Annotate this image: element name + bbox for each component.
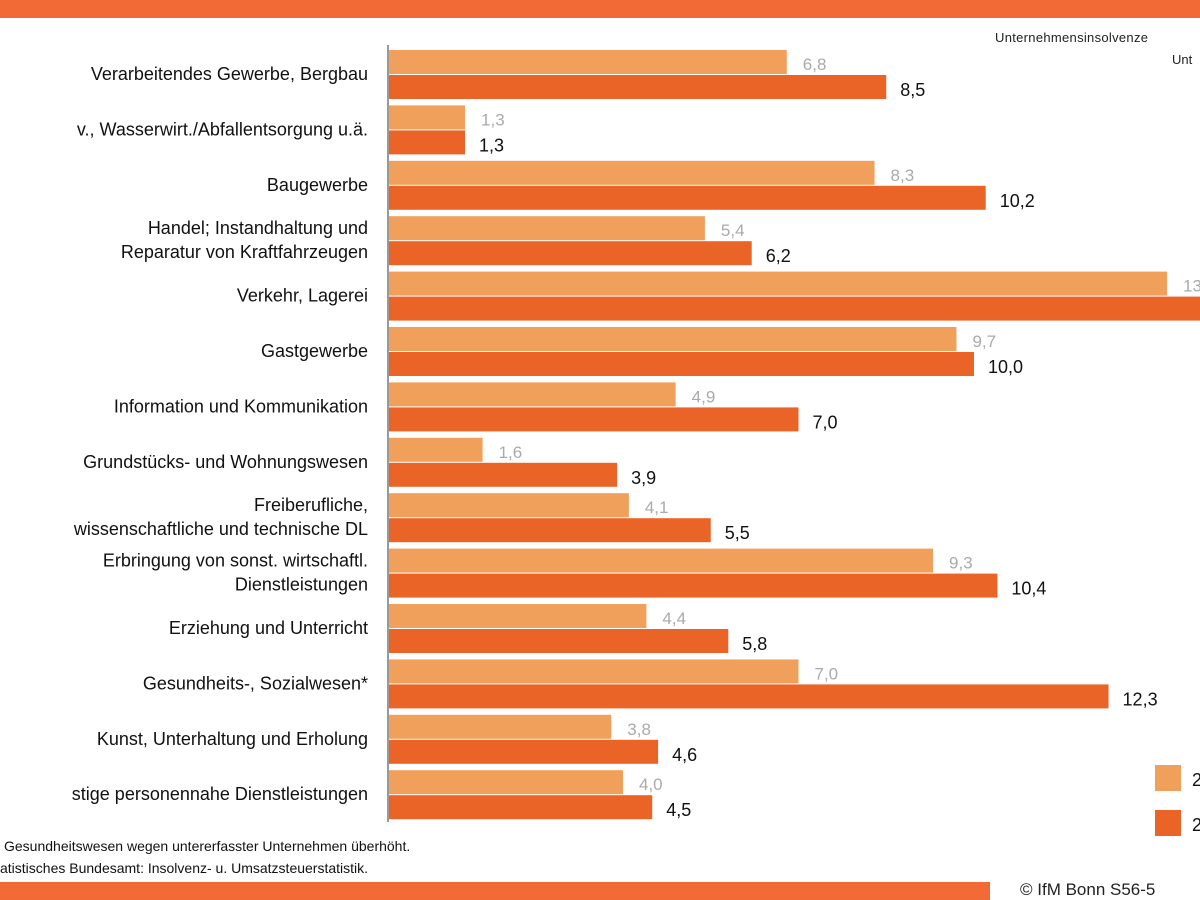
data-label: 1,3 [481,110,505,129]
bar-series-1 [389,437,483,462]
data-label: 9,3 [949,554,973,573]
data-label: 5,5 [725,523,750,543]
category-label: Gesundheits-, Sozialwesen* [143,673,368,693]
bar-series-1 [389,271,1168,296]
data-label: 3,9 [631,468,656,488]
data-label: 4,4 [662,609,686,628]
bar-series-1 [389,714,612,739]
bar-series-1 [389,604,647,628]
bar-series-2 [389,795,653,820]
bar-series-2 [389,573,998,598]
top-accent-bar [0,0,1200,18]
data-label: 7,0 [815,664,839,683]
data-label: 6,2 [766,246,791,266]
bar-series-2 [389,130,466,155]
data-label: 5,4 [721,221,745,240]
bar-series-1 [389,216,705,241]
category-label: Baugewerbe [267,175,368,195]
category-label: v., Wasserwirt./Abfallentsorgung u.ä. [77,119,368,139]
data-label: 4,9 [692,387,716,406]
data-label: 4,0 [639,775,663,794]
data-label: 12,3 [1123,689,1158,709]
bar-series-2 [389,684,1109,709]
copyright: © IfM Bonn S56-5 [1020,880,1156,899]
source-note: atistisches Bundesamt: Insolvenz- u. Ums… [0,860,369,876]
data-label: 8,3 [891,166,915,185]
category-label: stige personennahe Dienstleistungen [72,784,368,804]
data-label: 3,8 [627,720,651,739]
legend-label: 2 [1192,770,1200,790]
bar-series-2 [389,462,618,487]
category-label: Gastgewerbe [261,341,368,361]
bar-series-2 [389,407,799,432]
data-label: 10,0 [988,357,1023,377]
chart-subtitle-line2: Unt [1172,52,1193,67]
category-label: Kunst, Unterhaltung und Erholung [97,729,368,749]
data-label: 8,5 [900,80,925,100]
category-label: Erbringung von sonst. wirtschaftl. [103,551,368,571]
data-label: 4,1 [645,498,669,517]
footnote: Gesundheitswesen wegen untererfasster Un… [4,838,411,854]
bar-series-1 [389,493,629,518]
bar-series-2 [389,75,887,99]
category-label: Handel; Instandhaltung und [148,218,368,238]
category-label: Freiberufliche, [254,495,368,515]
bar-series-1 [389,327,957,351]
category-label: Dienstleistungen [235,575,368,595]
data-label: 4,5 [666,800,691,820]
bar-series-1 [389,548,934,573]
bar-series-1 [389,659,799,684]
legend-label: 2 [1192,815,1200,835]
bar-series-1 [389,105,466,130]
bar-series-2 [389,352,974,376]
bar-series-2 [389,185,986,210]
bar-series-1 [389,160,875,185]
bar-series-2 [389,241,752,266]
bar-series-2 [389,629,729,653]
category-label: Information und Kommunikation [114,396,368,416]
bar-series-1 [389,382,676,407]
data-label: 13 [1183,277,1200,296]
data-label: 7,0 [813,412,838,432]
category-label: Erziehung und Unterricht [169,618,368,638]
bar-series-2 [389,739,659,764]
data-label: 4,6 [672,745,697,765]
data-label: 6,8 [803,55,827,74]
category-label: Reparatur von Kraftfahrzeugen [121,242,368,262]
legend-swatch [1155,810,1181,836]
category-label: wissenschaftliche und technische DL [73,519,368,539]
data-label: 10,2 [1000,191,1035,211]
bar-series-2 [389,296,1200,321]
bar-series-2 [389,518,711,543]
chart-subtitle: Unternehmensinsolvenze [995,30,1149,45]
bar-chart: Verarbeitendes Gewerbe, Bergbau 6,8 8,5 v.,… [72,45,1200,836]
data-label: 5,8 [742,634,767,654]
data-label: 1,3 [479,135,504,155]
category-label: Verarbeitendes Gewerbe, Bergbau [91,64,368,84]
data-label: 10,4 [1011,579,1046,599]
legend-swatch [1155,765,1181,791]
category-label: Verkehr, Lagerei [237,286,368,306]
data-label: 9,7 [972,332,996,351]
data-label: 1,6 [499,443,523,462]
bar-series-1 [389,770,623,795]
category-label: Grundstücks- und Wohnungswesen [83,452,368,472]
bar-series-1 [389,50,787,74]
bottom-accent-bar [0,882,990,900]
